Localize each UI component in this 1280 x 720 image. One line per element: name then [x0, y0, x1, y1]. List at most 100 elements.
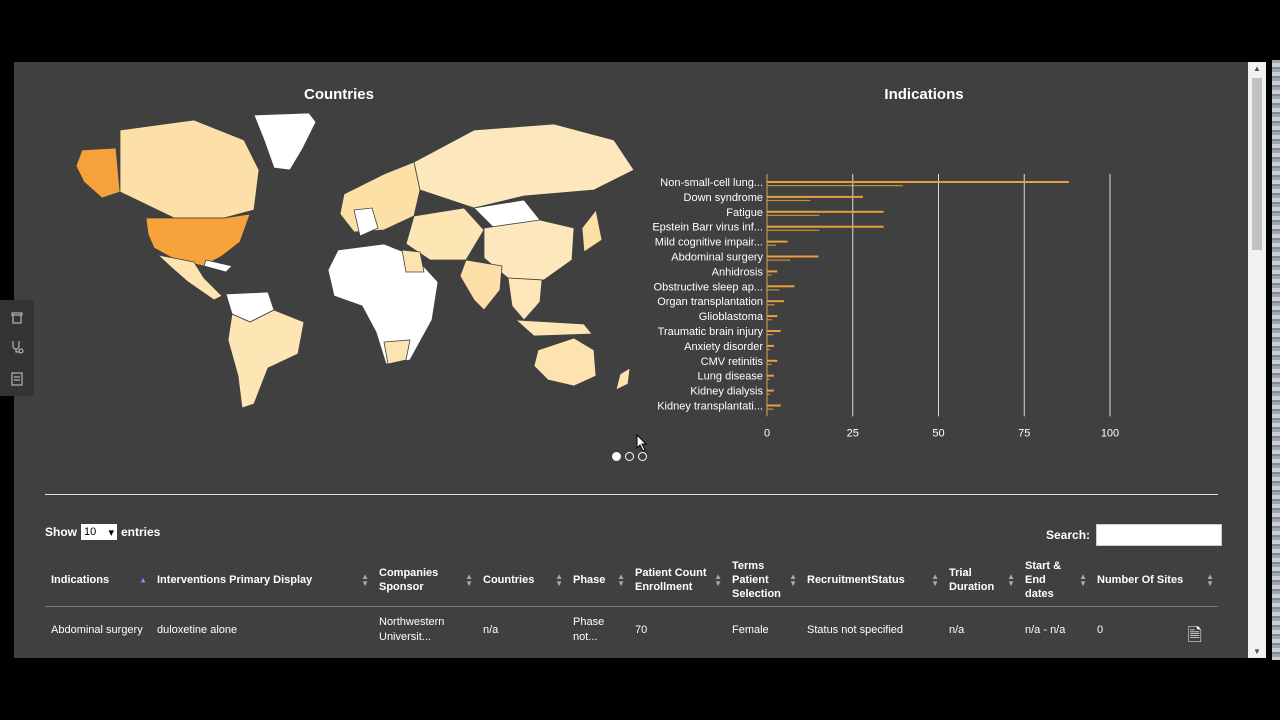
- column-header-label: Companies Sponsor: [379, 566, 439, 593]
- column-header-label: Interventions Primary Display: [157, 573, 313, 586]
- bar: [767, 374, 774, 377]
- map-region-indonesia: [514, 319, 593, 337]
- sort-icon[interactable]: ▲ ▼: [361, 572, 369, 588]
- bar-secondary: [767, 408, 774, 410]
- y-category-label: Fatigue: [726, 207, 763, 219]
- sort-icon[interactable]: ▲ ▼: [1206, 572, 1214, 588]
- y-category-label: Lung disease: [698, 371, 763, 383]
- bar: [767, 315, 778, 318]
- table-cell: Status not specified: [807, 623, 904, 636]
- column-header[interactable]: Trial Duration ▲ ▼: [943, 554, 1019, 607]
- bar: [767, 210, 884, 213]
- x-tick-label: 50: [932, 427, 944, 439]
- sort-icon[interactable]: ▲ ▼: [789, 572, 797, 588]
- y-category-label: CMV retinitis: [701, 356, 764, 368]
- sort-icon[interactable]: ▲ ▼: [555, 572, 563, 588]
- map-title: Countries: [303, 86, 374, 103]
- carousel-dot[interactable]: [638, 452, 647, 461]
- indications-bar-chart: 0 25 50 75 100 Non-small-cell lung... Down syn…: [652, 174, 1119, 439]
- column-header[interactable]: RecruitmentStatus ▲ ▼: [801, 554, 943, 607]
- column-header[interactable]: Companies Sponsor ▲ ▼: [373, 554, 477, 607]
- column-header-label: Countries: [483, 573, 535, 586]
- side-toolbar: [0, 300, 34, 396]
- world-map[interactable]: [54, 110, 634, 420]
- column-header[interactable]: Countries ▲ ▼: [477, 554, 567, 607]
- map-region-egypt: [401, 249, 425, 273]
- column-header[interactable]: Patient Count Enrollment ▲ ▼: [629, 554, 726, 607]
- map-region-usa: [145, 213, 251, 267]
- bar-secondary: [767, 274, 772, 276]
- sort-icon[interactable]: ▲ ▼: [1079, 572, 1087, 588]
- bar-secondary: [767, 363, 772, 365]
- entries-select[interactable]: 10 ▾: [81, 524, 117, 540]
- column-header-label: Indications: [51, 573, 110, 586]
- search-input[interactable]: [1096, 524, 1223, 546]
- table-cell: n/a: [949, 623, 965, 636]
- table-cell: 0 🗎: [1091, 607, 1218, 654]
- x-tick-label: 25: [847, 427, 859, 439]
- column-header[interactable]: Terms Patient Selection ▲ ▼: [726, 554, 801, 607]
- table-row[interactable]: Abdominal surgery duloxetine alone Northwe…: [45, 607, 1218, 654]
- y-category-label: Anhidrosis: [712, 266, 764, 278]
- column-header[interactable]: Phase ▲ ▼: [567, 554, 629, 607]
- map-region-russia: [413, 123, 634, 209]
- scrollbar-thumb[interactable]: [1252, 78, 1262, 250]
- carousel-dot[interactable]: [625, 452, 634, 461]
- table-cell: Northwestern Universit...: [379, 616, 445, 644]
- bar: [767, 404, 781, 407]
- map-region-south-africa: [383, 339, 411, 365]
- column-header-label: Number Of Sites: [1097, 573, 1184, 586]
- entries-control: Show 10 ▾ entries: [45, 524, 160, 540]
- y-category-label: Traumatic brain injury: [658, 326, 764, 338]
- scroll-down-icon[interactable]: ▼: [1253, 647, 1261, 656]
- column-header[interactable]: Indications ▲: [45, 554, 151, 607]
- trash-icon[interactable]: [10, 310, 24, 324]
- bar: [767, 270, 778, 273]
- sort-icon[interactable]: ▲ ▼: [714, 572, 722, 588]
- scrollbar[interactable]: ▲ ▼: [1248, 62, 1266, 658]
- x-tick-label: 75: [1018, 427, 1030, 439]
- column-header[interactable]: Number Of Sites ▲ ▼: [1091, 554, 1218, 607]
- column-header-label: Start & End dates: [1025, 559, 1062, 601]
- sort-icon[interactable]: ▲ ▼: [617, 572, 625, 588]
- form-icon[interactable]: [10, 372, 24, 386]
- sort-icon[interactable]: ▲ ▼: [1007, 572, 1015, 588]
- app-window: Countries Indications: [14, 62, 1266, 658]
- table-cell: duloxetine alone: [157, 623, 238, 636]
- y-category-label: Epstein Barr virus inf...: [652, 222, 763, 234]
- bar: [767, 195, 864, 198]
- sort-icon[interactable]: ▲ ▼: [465, 572, 473, 588]
- y-category-label: Kidney transplantati...: [657, 401, 763, 413]
- map-region-india: [459, 259, 503, 311]
- mouse-cursor-icon: [636, 434, 648, 452]
- y-category-label: Mild cognitive impair...: [655, 237, 763, 249]
- bar-secondary: [767, 304, 775, 306]
- map-region-europe-west: [353, 207, 379, 237]
- bar-secondary: [767, 289, 780, 291]
- bar: [767, 181, 1069, 183]
- section-divider: [45, 494, 1218, 495]
- bar: [767, 300, 785, 303]
- scroll-up-icon[interactable]: ▲: [1253, 64, 1261, 73]
- bar-secondary: [767, 199, 811, 202]
- sort-icon[interactable]: ▲ ▼: [931, 572, 939, 588]
- column-header[interactable]: Start & End dates ▲ ▼: [1019, 554, 1091, 607]
- map-region-south-america: [227, 309, 305, 409]
- bar: [767, 359, 778, 362]
- bar-secondary: [767, 378, 771, 380]
- column-header-label: Trial Duration: [949, 566, 995, 593]
- sort-asc-icon[interactable]: ▲: [139, 575, 147, 585]
- table-body: Abdominal surgery duloxetine alone Northwe…: [45, 607, 1218, 654]
- table-cell: Phase not...: [573, 616, 605, 644]
- bar-secondary: [767, 214, 820, 216]
- document-icon[interactable]: 🗎: [1187, 624, 1202, 645]
- table-cell: n/a - n/a: [1025, 623, 1066, 636]
- column-header[interactable]: Interventions Primary Display ▲ ▼: [151, 554, 373, 607]
- map-region-greenland: [253, 112, 317, 171]
- chevron-down-icon: ▾: [108, 526, 114, 539]
- column-header-label: RecruitmentStatus: [807, 573, 905, 586]
- carousel-dot[interactable]: [612, 452, 621, 461]
- stethoscope-icon[interactable]: [10, 340, 24, 354]
- y-category-label: Non-small-cell lung...: [660, 177, 763, 189]
- column-header-label: Patient Count Enrollment: [635, 566, 707, 593]
